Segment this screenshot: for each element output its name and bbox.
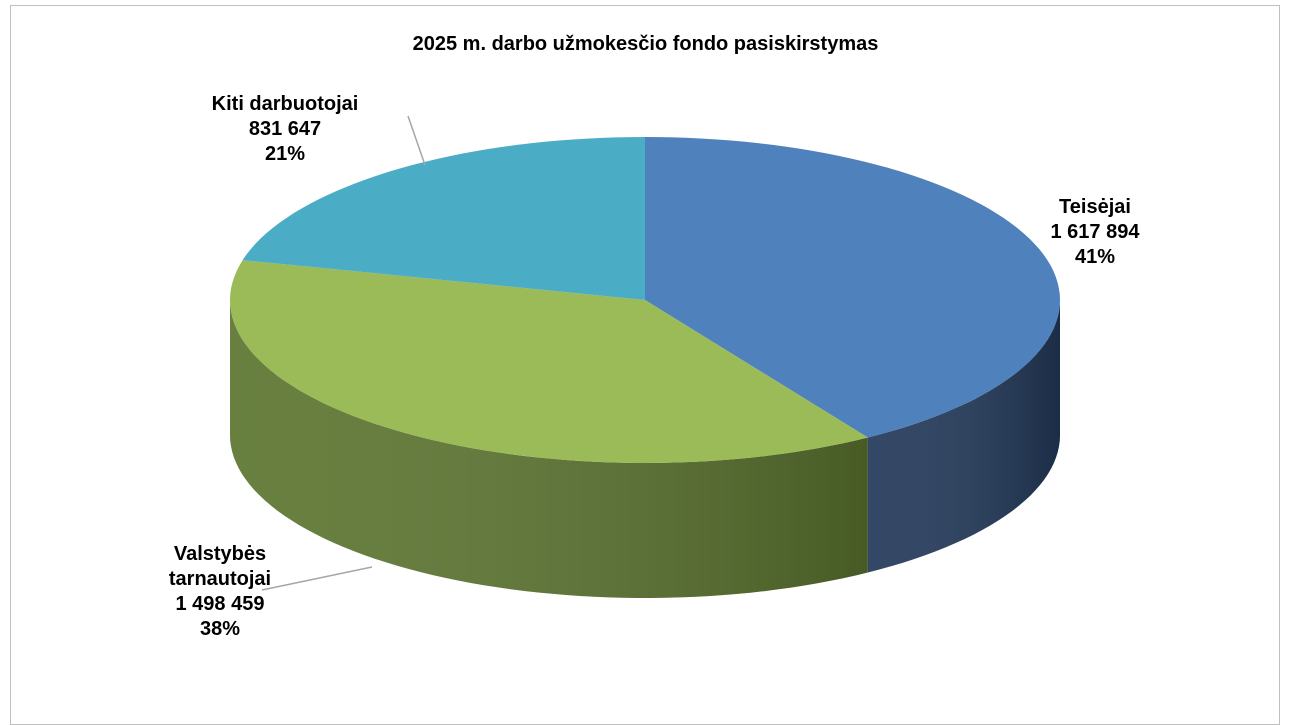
pie [230,137,1060,598]
slice [645,137,1060,438]
slice-side-shade [230,300,868,598]
leader-line [407,115,426,166]
percent-label: 38% [199,618,241,640]
data-label: Kiti darbuotojai 831 647 21% [185,92,385,167]
slice [242,137,645,300]
percent-label: 21% [264,143,306,165]
chart-title: 2025 m. darbo užmokesčio fondo pasiskirs… [412,33,879,55]
leader-line [261,566,373,591]
value-label: 1 498 459 [175,593,265,615]
category-label: Valstybės tarnautojai [168,543,272,590]
value-label: 831 647 [248,118,322,140]
slice [230,260,868,463]
value-label: 1 617 894 [1050,221,1140,243]
category-label: Kiti darbuotojai [211,93,359,115]
data-label: Teisėjai 1 617 894 41% [1000,195,1190,270]
slice-side-shade [867,300,1060,573]
percent-label: 41% [1074,246,1116,268]
data-label: Valstybės tarnautojai 1 498 459 38% [130,542,310,642]
category-label: Teisėjai [1059,196,1131,218]
